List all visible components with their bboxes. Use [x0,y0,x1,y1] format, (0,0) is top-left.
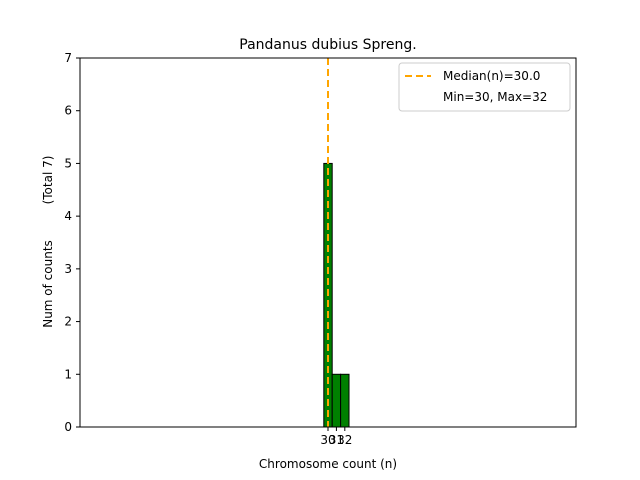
x-tick-label: 30 [320,433,335,447]
legend-box [398,62,571,112]
bar [331,373,342,428]
chart-title: Pandanus dubius Spreng. [239,37,416,53]
y-tick-label: 1 [64,367,72,381]
y-axis-label-line1: Num of counts [41,240,55,328]
y-tick-label: 2 [64,315,72,329]
y-tick-label: 0 [64,420,72,434]
x-axis-label: Chromosome count (n) [259,457,397,471]
y-axis-label-line2: (Total 7) [41,156,55,205]
y-tick-label: 3 [64,262,72,276]
y-tick-label: 7 [64,51,72,65]
legend-entry-minmax: Min=30, Max=32 [443,90,547,104]
y-axis-ticks: 0 1 2 3 4 5 6 7 [64,51,80,434]
y-tick-label: 5 [64,156,72,170]
y-tick-label: 6 [64,104,72,118]
x-tick-label: 32 [337,433,352,447]
legend-entry-median: Median(n)=30.0 [443,69,540,83]
y-tick-label: 4 [64,209,72,223]
x-tick-label: 31 [329,433,344,447]
legend: Median(n)=30.0 Min=30, Max=32 [398,62,571,112]
bar [340,373,350,428]
